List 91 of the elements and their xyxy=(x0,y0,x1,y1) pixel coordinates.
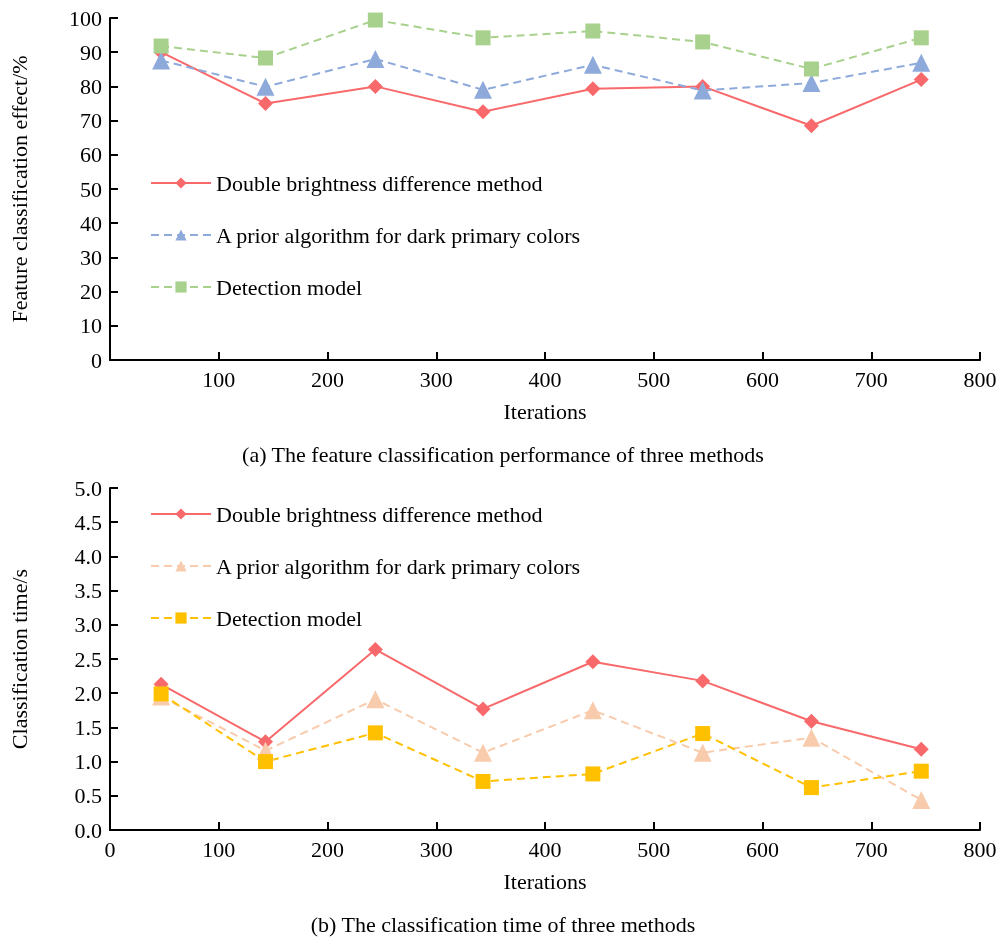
text: (b) The classification time of three methods xyxy=(310,911,696,937)
point xyxy=(367,641,383,657)
point xyxy=(803,713,819,729)
point xyxy=(803,61,819,77)
x-tick-label: 700 xyxy=(854,836,888,862)
point xyxy=(913,30,929,46)
legend-label: A prior algorithm for dark primary colors xyxy=(216,553,581,579)
point xyxy=(585,766,601,782)
y-tick-label: 4.5 xyxy=(74,509,102,535)
x-tick-label: 400 xyxy=(528,836,562,862)
point xyxy=(913,763,929,779)
x-tick-label: 800 xyxy=(963,836,997,862)
x-axis-title: Iterations xyxy=(503,398,587,424)
point xyxy=(912,53,931,72)
y-tick-label: 30 xyxy=(80,244,102,270)
point xyxy=(367,78,383,94)
point xyxy=(913,72,929,88)
point xyxy=(258,754,274,770)
x-tick-label: 200 xyxy=(311,836,344,862)
point xyxy=(583,55,602,74)
point xyxy=(475,773,491,789)
point xyxy=(474,743,493,762)
x-tick-label: 100 xyxy=(202,366,236,392)
legend-label: Double brightness difference method xyxy=(216,170,543,196)
y-tick-label: 60 xyxy=(80,142,102,168)
y-tick-label: 50 xyxy=(80,176,102,202)
point xyxy=(258,50,274,66)
point xyxy=(258,96,274,111)
x-tick-label: 300 xyxy=(419,836,453,862)
legend-label: A prior algorithm for dark primary colors xyxy=(216,222,581,248)
x-tick-label: 500 xyxy=(637,836,671,862)
y-tick-label: 20 xyxy=(80,279,102,305)
point xyxy=(366,690,385,709)
point xyxy=(153,38,169,54)
point xyxy=(585,23,601,39)
y-axis-title: Feature classification effect/% xyxy=(6,55,32,323)
y-axis-title: Classification time/s xyxy=(6,568,32,750)
x-axis-title: Iterations xyxy=(503,868,587,894)
y-tick-label: 10 xyxy=(80,313,102,339)
x-tick-label: 800 xyxy=(963,366,997,392)
x-tick-label: 400 xyxy=(528,366,562,392)
y-tick-label: 1.5 xyxy=(74,714,102,740)
x-tick-label: 200 xyxy=(311,366,344,392)
point xyxy=(803,780,819,796)
point xyxy=(802,728,821,747)
point xyxy=(475,701,491,717)
point xyxy=(803,118,819,134)
y-tick-label: 90 xyxy=(80,39,102,65)
x-tick-label: 100 xyxy=(202,836,236,862)
y-tick-label: 70 xyxy=(80,108,102,134)
point xyxy=(585,81,601,97)
y-tick-label: 100 xyxy=(69,5,102,31)
x-tick-label: 500 xyxy=(637,366,671,392)
x-tick-label: 300 xyxy=(419,366,453,392)
y-tick-label: 2.5 xyxy=(74,646,102,672)
point xyxy=(693,743,712,762)
y-tick-label: 2.0 xyxy=(74,680,102,706)
point xyxy=(474,80,493,99)
point xyxy=(695,673,711,689)
point xyxy=(695,726,711,742)
point xyxy=(152,51,171,70)
point xyxy=(475,30,491,46)
y-tick-label: 0.0 xyxy=(74,817,102,843)
text: (a) The feature classification performance of three methods xyxy=(242,441,764,467)
y-tick-label: 4.0 xyxy=(74,543,102,569)
y-tick-label: 3.5 xyxy=(74,578,102,604)
point xyxy=(693,81,712,100)
point xyxy=(585,654,601,670)
y-tick-label: 40 xyxy=(80,210,102,236)
point xyxy=(367,12,383,28)
x-tick-label: 600 xyxy=(746,366,779,392)
point xyxy=(366,50,385,69)
y-tick-label: 5.0 xyxy=(74,475,102,501)
legend-label: Detection model xyxy=(216,274,363,300)
legend-label: Detection model xyxy=(216,605,363,631)
point xyxy=(475,104,491,120)
x-tick-label: 700 xyxy=(854,366,888,392)
y-tick-label: 1.0 xyxy=(74,749,102,775)
legend-label: Double brightness difference method xyxy=(216,501,543,527)
y-tick-label: 0 xyxy=(91,347,102,373)
point xyxy=(695,34,711,50)
y-tick-label: 80 xyxy=(80,73,102,99)
y-tick-label: 0.5 xyxy=(74,783,102,809)
point xyxy=(913,741,929,757)
point xyxy=(256,77,275,96)
y-tick-label: 3.0 xyxy=(74,612,102,638)
point xyxy=(153,686,169,702)
point xyxy=(912,790,931,809)
x-tick-label: 600 xyxy=(746,836,779,862)
point xyxy=(367,725,383,741)
point xyxy=(583,701,602,720)
